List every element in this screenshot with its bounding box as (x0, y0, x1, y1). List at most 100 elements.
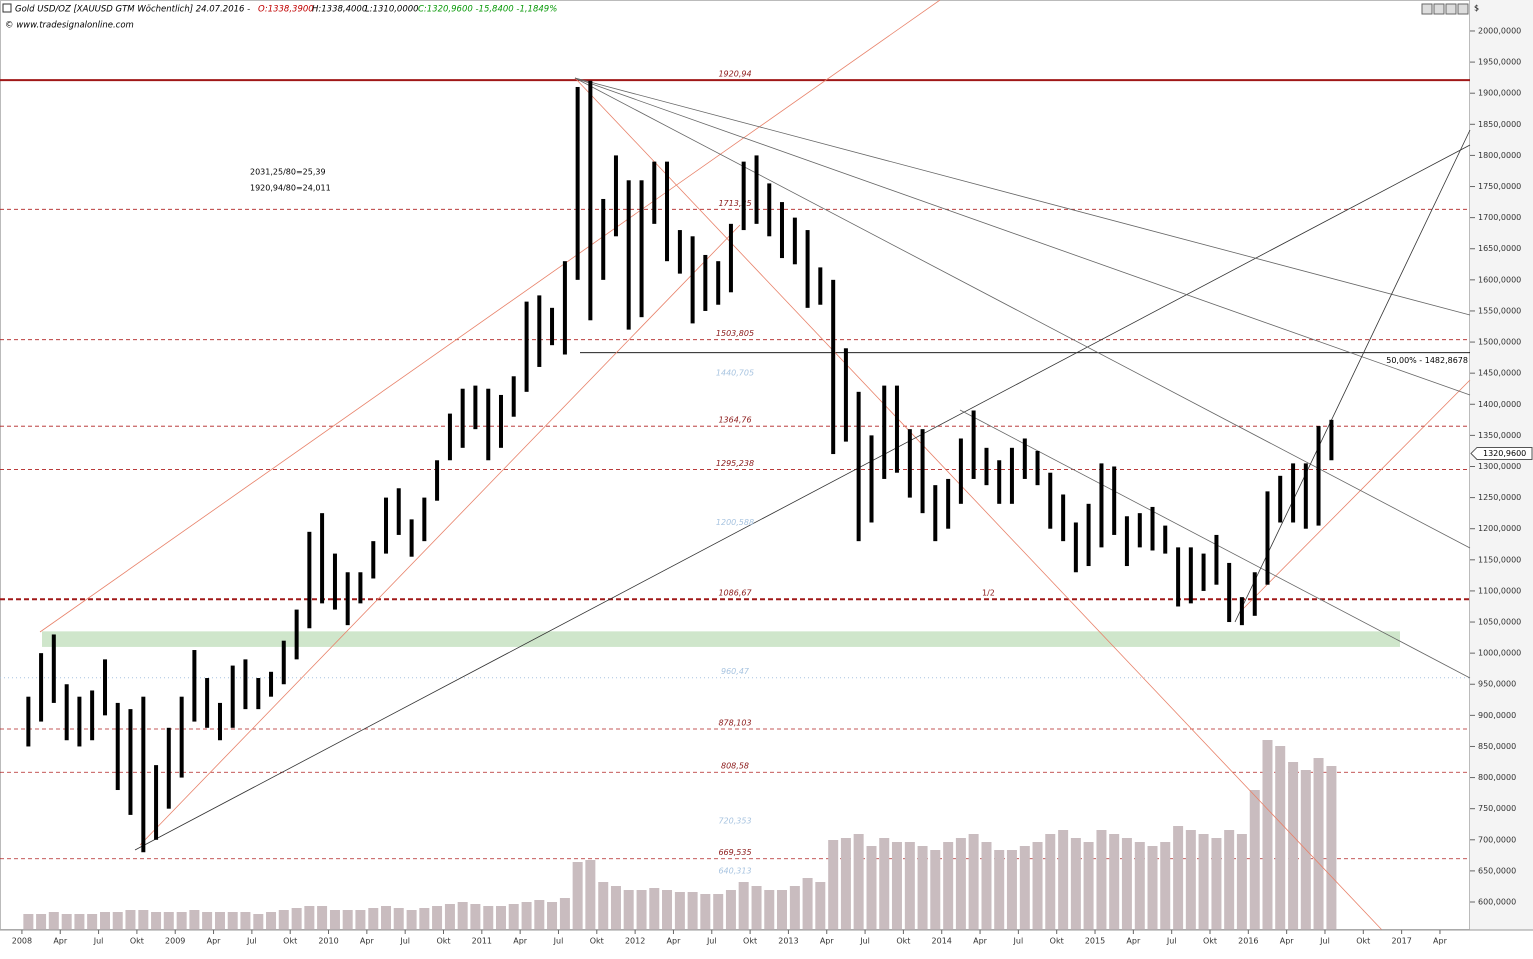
level-label: 1295,238 (716, 459, 754, 468)
y-tick-label: 1200,0000 (1478, 524, 1521, 533)
trend-line (1234, 129, 1471, 623)
price-bar (460, 388, 465, 448)
price-bar (562, 261, 567, 355)
volume-bar (202, 912, 213, 930)
x-tick-label: Jul (93, 937, 104, 946)
annotation: 1920,94/80=24,011 (250, 184, 331, 193)
price-bar (358, 572, 363, 604)
level-label: 1920,94 (718, 70, 751, 79)
y-tick-label: 1650,0000 (1478, 244, 1521, 253)
price-bar (537, 295, 542, 367)
volume-bar (815, 882, 826, 930)
volume-bar (662, 890, 673, 930)
volume-bar (1249, 790, 1260, 930)
button[interactable] (1445, 3, 1457, 15)
price-bar (843, 348, 848, 442)
header: Gold USD/OZ [XAUUSD GTM Wöchentlich] 24.… (2, 3, 557, 31)
window-buttons (1421, 3, 1469, 15)
price-bar (716, 261, 721, 305)
x-tick-label: Okt (896, 937, 910, 946)
volume-bar (738, 882, 749, 930)
volume-bar (419, 908, 430, 930)
volume-bar (266, 912, 277, 930)
volume-bar (1224, 830, 1235, 930)
price-bar (971, 410, 976, 479)
volume-bar (1288, 762, 1299, 930)
price-bar (396, 488, 401, 535)
x-tick-label: Apr (820, 937, 835, 946)
x-tick-label: Okt (590, 937, 604, 946)
trend-line (574, 77, 1383, 931)
volume-bar (470, 904, 481, 930)
price-bar (1227, 562, 1232, 623)
volume-bar (368, 908, 379, 930)
y-tick-label: 750,0000 (1478, 804, 1516, 813)
volume-bar (1275, 746, 1286, 930)
button[interactable] (1421, 3, 1433, 15)
x-tick-label: Okt (130, 937, 144, 946)
button[interactable] (1457, 3, 1469, 15)
y-tick-label: 600,0000 (1478, 898, 1516, 907)
price-bar (1048, 472, 1053, 529)
level-label: 720,353 (718, 817, 751, 826)
volume-bar (853, 834, 864, 930)
volume-bar (802, 878, 813, 930)
x-tick-label: Okt (743, 937, 757, 946)
volume-bar (432, 906, 443, 930)
volume-bar (240, 912, 251, 930)
x-tick-label: 2017 (1391, 937, 1411, 946)
level-label: 1503,805 (716, 329, 754, 338)
volume-bar (828, 840, 839, 930)
support-zone (42, 631, 1400, 647)
volume-bar (917, 846, 928, 930)
x-tick-label: Jul (246, 937, 257, 946)
x-tick-label: Jul (553, 937, 564, 946)
volume-bar (687, 892, 698, 930)
volume-bar (342, 910, 353, 930)
price-bar (792, 217, 797, 265)
price-bar (1124, 516, 1129, 567)
price-bar (703, 254, 708, 311)
price-bar (1239, 597, 1244, 626)
volume-bar (214, 912, 225, 930)
annotation: 1/2 (982, 589, 995, 598)
price-bar (728, 223, 733, 293)
volume-bar (508, 904, 519, 930)
price-bar (1099, 463, 1104, 548)
volume-bar (1185, 830, 1196, 930)
price-bar (856, 391, 861, 542)
volume-bar (713, 894, 724, 930)
x-tick-label: 2010 (318, 937, 338, 946)
high: H:1338,4000 (312, 5, 367, 15)
button[interactable] (1433, 3, 1445, 15)
volume-bar (329, 910, 340, 930)
x-tick-label: 2008 (12, 937, 32, 946)
price-bar (1176, 547, 1181, 607)
y-tick-label: 1550,0000 (1478, 306, 1521, 315)
price-bar (217, 702, 222, 741)
volume-bar (1134, 842, 1145, 930)
price-bar (409, 519, 414, 557)
volume-bar (381, 906, 392, 930)
price-bar (818, 267, 823, 305)
volume-bar (1147, 846, 1158, 930)
price-bar (26, 696, 31, 747)
price-bar (1278, 475, 1283, 523)
price-bar (1291, 463, 1296, 523)
level-label: 1713,35 (718, 199, 751, 208)
volume-bar (559, 898, 570, 930)
volume-bar (495, 906, 506, 930)
fib-label: 50,00% - 1482,8678 (1386, 356, 1468, 365)
price-bar (269, 671, 274, 697)
x-tick-label: Jul (859, 937, 870, 946)
y-tick-label: 1900,0000 (1478, 89, 1521, 98)
volume-bar (74, 914, 85, 930)
price-bar (575, 86, 580, 280)
volume-bar (879, 838, 890, 930)
volume-bar (100, 912, 111, 930)
price-bar (626, 180, 631, 330)
price-bar (1009, 447, 1014, 504)
volume-bar (534, 900, 545, 930)
low: L:1310,0000 (365, 5, 419, 15)
price-bar (64, 684, 69, 741)
